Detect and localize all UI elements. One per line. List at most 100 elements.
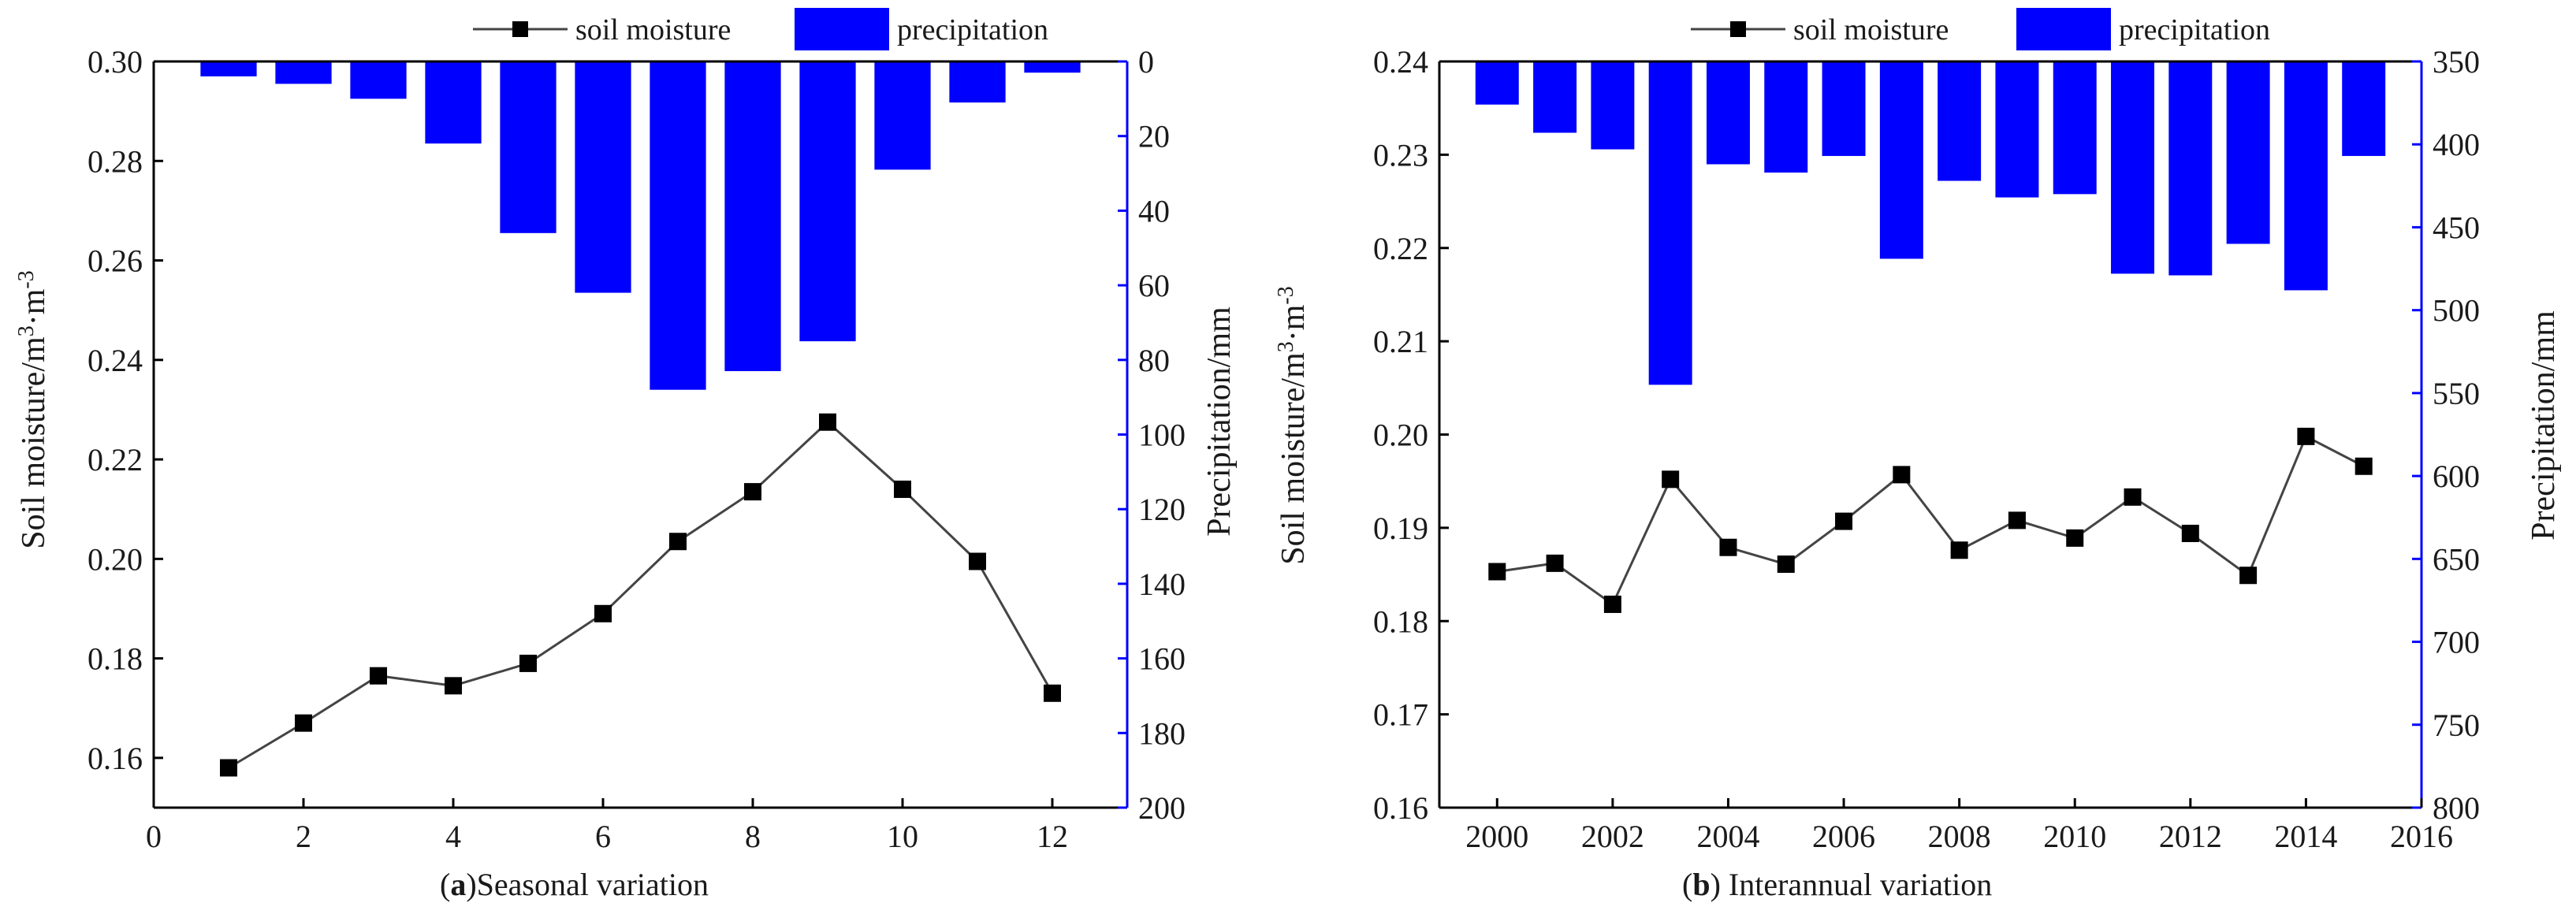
soil-moisture-point xyxy=(1488,563,1506,581)
right-tick-label: 350 xyxy=(2433,44,2480,80)
left-tick-label: 0.30 xyxy=(87,44,143,80)
precipitation-bar xyxy=(500,61,557,233)
soil-moisture-point xyxy=(1044,684,1061,702)
precipitation-bar xyxy=(2168,61,2213,276)
soil-moisture-point xyxy=(220,759,237,777)
left-tick-label: 0.24 xyxy=(1373,44,1428,80)
panel-a-legend-bar-swatch xyxy=(795,8,889,50)
precipitation-bar xyxy=(425,61,482,144)
panel-b-x-axis-ticks: 2000 2002 2004 2006 2008 2010 2012 2014 2016 xyxy=(1465,798,2453,854)
right-tick-label: 160 xyxy=(1138,641,1186,677)
x-tick-label: 4 xyxy=(445,819,461,854)
right-tick-label: 400 xyxy=(2433,127,2480,162)
precipitation-bar xyxy=(575,61,631,293)
right-tick-label: 180 xyxy=(1138,715,1186,751)
soil-moisture-point xyxy=(2297,427,2315,445)
precipitation-bar xyxy=(2342,61,2386,156)
x-tick-label: 6 xyxy=(595,819,611,854)
precipitation-bar xyxy=(650,61,706,390)
panel-a-left-axis-ticks: 0.16 0.18 0.20 0.22 0.24 0.26 0.28 0.30 xyxy=(87,44,163,776)
right-tick-label: 750 xyxy=(2433,708,2480,743)
panel-a-legend-bar-label: precipitation xyxy=(897,13,1048,46)
soil-moisture-point xyxy=(1603,595,1621,613)
precipitation-bar xyxy=(799,61,856,342)
x-tick-label: 12 xyxy=(1037,819,1068,854)
panel-b-legend-line-label: soil moisture xyxy=(1793,13,1949,46)
left-tick-label: 0.23 xyxy=(1373,137,1428,173)
right-tick-label: 120 xyxy=(1138,492,1186,527)
x-tick-label: 2 xyxy=(296,819,311,854)
precipitation-bar xyxy=(724,61,781,372)
soil-moisture-point xyxy=(295,714,312,732)
panel-b-legend-bar-label: precipitation xyxy=(2119,13,2270,46)
right-tick-label: 500 xyxy=(2433,293,2480,329)
soil-moisture-point xyxy=(1777,555,1795,574)
x-tick-label: 2008 xyxy=(1928,819,1991,854)
panel-a-left-axis-title: Soil moisture/m3·m-3 xyxy=(14,270,52,549)
left-tick-label: 0.18 xyxy=(1373,604,1428,639)
soil-moisture-point xyxy=(445,677,462,695)
precipitation-bar xyxy=(275,61,332,84)
precipitation-bar xyxy=(1938,61,1982,181)
right-tick-label: 80 xyxy=(1138,343,1170,378)
soil-moisture-point xyxy=(819,413,836,431)
x-tick-label: 10 xyxy=(887,819,918,854)
precipitation-bar xyxy=(1822,61,1866,156)
panel-b-precipitation-bars xyxy=(1475,61,2386,385)
x-tick-label: 2014 xyxy=(2274,819,2337,854)
panel-b-legend-bar-swatch xyxy=(2016,8,2111,50)
panel-a-right-axis-title: Precipitation/mm xyxy=(1201,307,1238,537)
left-tick-label: 0.28 xyxy=(87,143,143,179)
soil-moisture-line xyxy=(1497,434,2365,607)
x-tick-label: 2010 xyxy=(2043,819,2106,854)
soil-moisture-point xyxy=(370,667,387,685)
x-tick-label: 2000 xyxy=(1465,819,1528,854)
soil-moisture-point xyxy=(969,552,986,570)
left-tick-label: 0.22 xyxy=(87,442,143,477)
panel-b-right-axis-ticks: 350 400 450 500 550 600 650 700 750 800 xyxy=(2412,44,2480,826)
left-tick-label: 0.16 xyxy=(1373,790,1428,826)
right-tick-label: 60 xyxy=(1138,268,1170,303)
left-tick-label: 0.17 xyxy=(1373,697,1428,733)
panel-a-legend: soil moisture precipitation xyxy=(473,8,1048,50)
left-tick-label: 0.21 xyxy=(1373,324,1428,359)
precipitation-bar xyxy=(1591,61,1635,150)
panel-a-soil-moisture-series xyxy=(220,413,1061,777)
soil-moisture-point xyxy=(669,533,687,551)
x-tick-label: 2006 xyxy=(1812,819,1875,854)
x-tick-label: 0 xyxy=(146,819,162,854)
panel-a-caption: (a)Seasonal variation xyxy=(440,867,709,902)
precipitation-bar xyxy=(1648,61,1692,385)
panel-a-x-axis-ticks: 0 2 4 6 8 10 12 xyxy=(146,798,1068,854)
precipitation-bar xyxy=(949,61,1006,103)
panel-b-legend-marker-sample xyxy=(1730,21,1746,37)
panel-a-seasonal-variation: 0.160.180.200.220.240.260.280.30 0204060… xyxy=(14,8,1238,902)
panel-b-right-axis-title: Precipitation/mm xyxy=(2526,310,2562,541)
precipitation-bar xyxy=(1879,61,1923,259)
right-tick-label: 20 xyxy=(1138,119,1170,154)
right-tick-label: 650 xyxy=(2433,541,2480,577)
right-tick-label: 450 xyxy=(2433,210,2480,245)
x-tick-label: 2016 xyxy=(2390,819,2453,854)
precipitation-bar xyxy=(200,61,257,76)
right-tick-label: 100 xyxy=(1138,418,1186,453)
right-tick-label: 140 xyxy=(1138,567,1186,602)
right-tick-label: 600 xyxy=(2433,459,2480,494)
precipitation-bar xyxy=(1533,61,1577,133)
precipitation-bar xyxy=(2111,61,2155,274)
panel-b-left-axis-ticks: 0.16 0.17 0.18 0.19 0.20 0.21 0.22 0.23 0.24 xyxy=(1373,44,1449,826)
soil-moisture-point xyxy=(2355,457,2373,475)
panel-b-interannual-variation: 0.16 0.17 0.18 0.19 0.20 0.21 0.22 0.23 0.24 350… xyxy=(1274,8,2562,902)
soil-moisture-point xyxy=(2124,488,2142,506)
x-tick-label: 2012 xyxy=(2159,819,2222,854)
soil-moisture-point xyxy=(744,483,761,501)
right-tick-label: 800 xyxy=(2433,790,2480,826)
soil-moisture-point xyxy=(2008,511,2026,529)
precipitation-bar xyxy=(2053,61,2097,195)
soil-moisture-point xyxy=(1546,554,1564,572)
soil-moisture-point xyxy=(1835,512,1853,530)
panel-a-legend-line-label: soil moisture xyxy=(575,13,731,46)
precipitation-bar xyxy=(1475,61,1519,105)
right-tick-label: 40 xyxy=(1138,193,1170,228)
